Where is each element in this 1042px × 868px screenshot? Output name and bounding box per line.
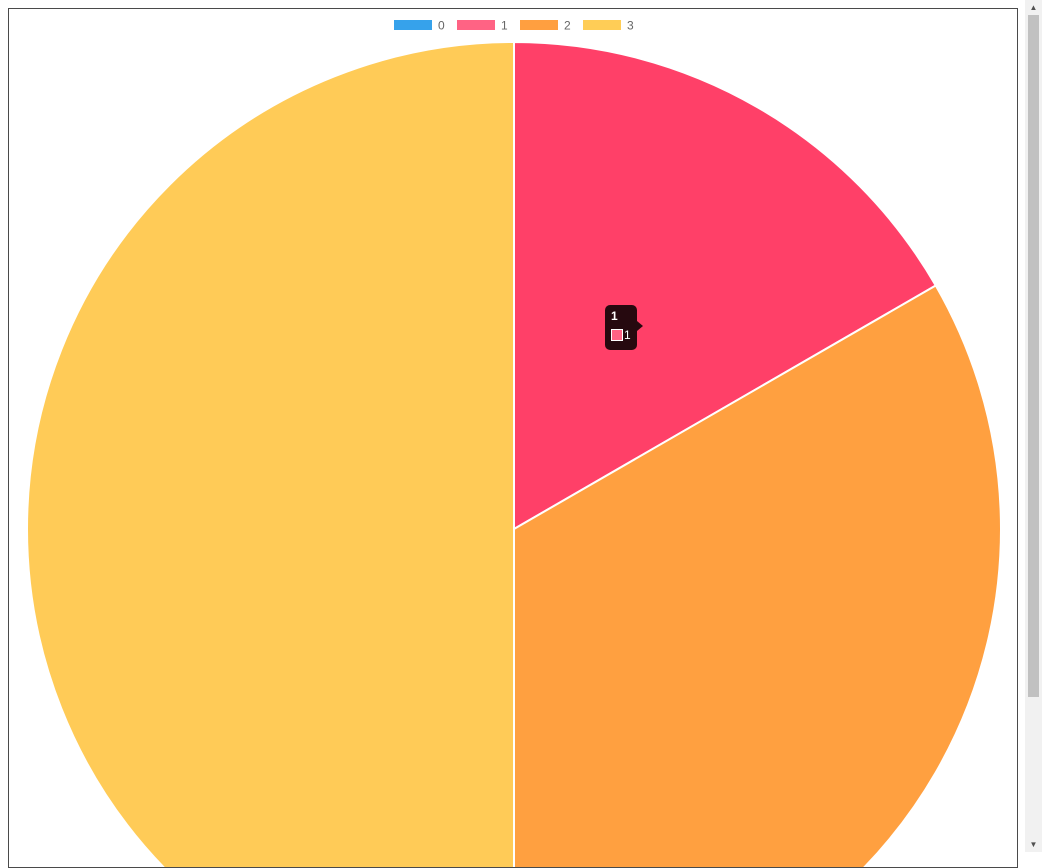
legend-swatch-3 [583, 20, 621, 30]
tooltip: 1 1 [605, 305, 637, 350]
legend-label-1: 1 [501, 19, 508, 33]
legend-item-0[interactable]: 0 [394, 19, 445, 33]
legend-item-2[interactable]: 2 [520, 19, 571, 33]
legend-swatch-2 [520, 20, 558, 30]
pie-slices [27, 42, 1001, 868]
tooltip-title: 1 [611, 309, 637, 323]
legend-swatch-1 [457, 20, 495, 30]
tooltip-color-swatch [611, 329, 623, 341]
legend-item-3[interactable]: 3 [583, 19, 634, 33]
tooltip-row: 1 [611, 328, 637, 342]
scroll-up-arrow-icon[interactable]: ▲ [1025, 0, 1042, 14]
legend: 0 1 2 3 [394, 19, 634, 33]
legend-label-3: 3 [627, 19, 634, 33]
legend-swatch-0 [394, 20, 432, 30]
tooltip-value: 1 [624, 328, 631, 342]
pie-slice-3[interactable] [27, 42, 514, 868]
legend-label-2: 2 [564, 19, 571, 33]
scrollbar-thumb[interactable] [1028, 15, 1039, 697]
pie-chart: 0 1 2 3 [9, 9, 1018, 868]
vertical-scrollbar[interactable]: ▲ ▼ [1025, 0, 1042, 852]
legend-item-1[interactable]: 1 [457, 19, 508, 33]
legend-label-0: 0 [438, 19, 445, 33]
chart-container: 0 1 2 3 1 1 [8, 8, 1018, 868]
scroll-down-arrow-icon[interactable]: ▼ [1025, 838, 1042, 852]
